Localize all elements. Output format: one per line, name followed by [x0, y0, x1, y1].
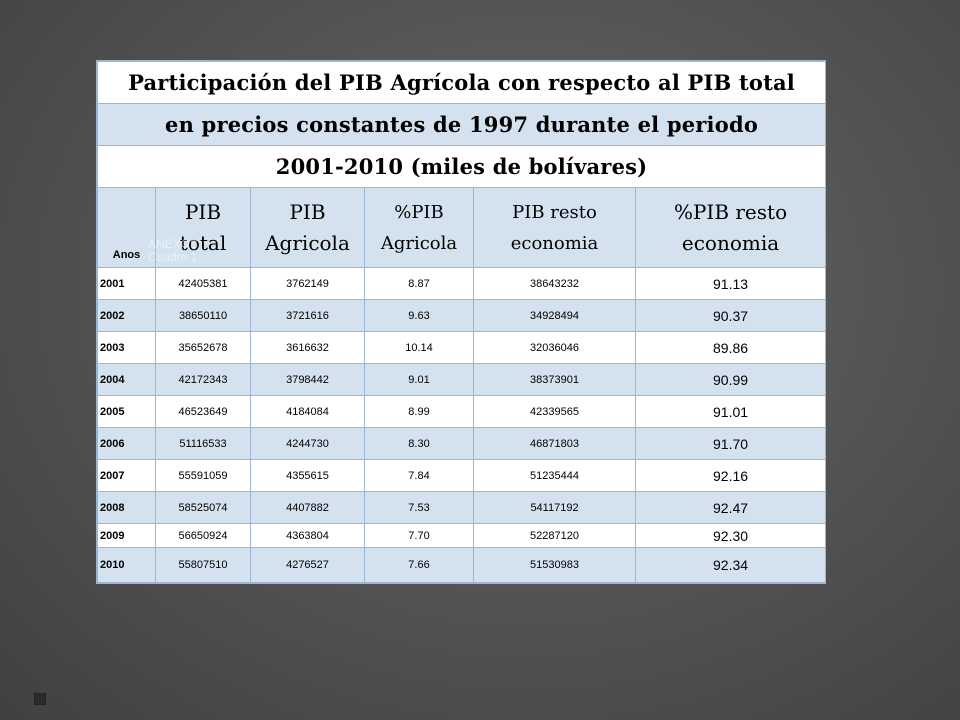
cell-pib-agricola: 4184084	[250, 395, 365, 428]
cell-pib-agricola: 3762149	[250, 267, 365, 300]
header-pib-resto: PIB resto economia	[473, 187, 636, 268]
table-row: 2002 38650110 3721616 9.63 34928494 90.3…	[97, 299, 827, 332]
cell-year: 2003	[97, 331, 156, 364]
cell-pib-total: 46523649	[155, 395, 251, 428]
cell-year: 2002	[97, 299, 156, 332]
cell-pib-total: 51116533	[155, 427, 251, 460]
cell-pib-resto: 51235444	[473, 459, 636, 492]
title-row-1: Participación del PIB Agrícola con respe…	[96, 61, 827, 104]
header-pib-agricola-line-1: PIB	[289, 199, 326, 224]
cell-year: 2005	[97, 395, 156, 428]
header-pct-agricola: %PIB Agricola	[364, 187, 474, 268]
table-row: 2009 56650924 4363804 7.70 52287120 92.3…	[97, 523, 827, 548]
cell-pib-resto: 38643232	[473, 267, 636, 300]
cell-pib-resto: 54117192	[473, 491, 636, 524]
table-row: 2005 46523649 4184084 8.99 42339565 91.0…	[97, 395, 827, 428]
table-title-line-2: en precios constantes de 1997 durante el…	[96, 103, 827, 146]
cell-pct-agricola: 7.70	[364, 523, 474, 548]
cell-year: 2007	[97, 459, 156, 492]
cell-pct-agricola: 8.87	[364, 267, 474, 300]
cell-year: 2009	[97, 523, 156, 548]
cell-pib-total: 55591059	[155, 459, 251, 492]
header-pct-agricola-line-2: Agricola	[380, 232, 458, 254]
header-pib-agricola: PIB Agricola	[250, 187, 365, 268]
header-pct-resto: %PIB resto economia	[634, 187, 827, 268]
cell-pib-resto: 32036046	[473, 331, 636, 364]
cell-pct-agricola: 9.01	[364, 363, 474, 396]
cell-pct-agricola: 7.66	[364, 547, 474, 583]
cell-pct-resto: 90.37	[634, 299, 827, 332]
header-pib-agricola-line-2: Agricola	[265, 230, 350, 255]
cell-pib-resto: 52287120	[473, 523, 636, 548]
cell-pib-total: 42405381	[155, 267, 251, 300]
cell-pib-agricola: 4244730	[250, 427, 365, 460]
cell-pib-resto: 34928494	[473, 299, 636, 332]
cell-pib-total: 56650924	[155, 523, 251, 548]
cell-pib-resto: 42339565	[473, 395, 636, 428]
header-pib-resto-line-1: PIB resto	[512, 201, 597, 223]
cell-pct-agricola: 8.30	[364, 427, 474, 460]
cell-year: 2010	[97, 547, 156, 583]
cell-pct-resto: 92.47	[634, 491, 827, 524]
title-row-2: en precios constantes de 1997 durante el…	[96, 103, 827, 146]
cell-pct-resto: 91.01	[634, 395, 827, 428]
table-row: 2007 55591059 4355615 7.84 51235444 92.1…	[97, 459, 827, 492]
gdp-table: Participación del PIB Agrícola con respe…	[96, 61, 827, 583]
column-header-row: Anos PIB total PIB Agricola %PIB Agricol…	[97, 187, 827, 268]
bullet-square-icon	[34, 693, 46, 705]
header-pct-agricola-line-1: %PIB	[394, 201, 444, 223]
cell-pib-agricola: 4407882	[250, 491, 365, 524]
cell-pib-agricola: 4363804	[250, 523, 365, 548]
cell-pib-resto: 51530983	[473, 547, 636, 583]
cell-pct-resto: 89.86	[634, 331, 827, 364]
header-year: Anos	[97, 187, 156, 268]
cell-pct-resto: 92.34	[634, 547, 827, 583]
cell-pib-agricola: 3798442	[250, 363, 365, 396]
table-title-line-3: 2001-2010 (miles de bolívares)	[96, 145, 827, 188]
cell-pib-total: 35652678	[155, 331, 251, 364]
table-row: 2001 42405381 3762149 8.87 38643232 91.1…	[97, 267, 827, 300]
header-pib-total-line-2: total	[179, 230, 227, 255]
title-row-3: 2001-2010 (miles de bolívares)	[96, 145, 827, 188]
cell-pib-agricola: 3721616	[250, 299, 365, 332]
cell-pct-agricola: 7.84	[364, 459, 474, 492]
cell-pib-agricola: 3616632	[250, 331, 365, 364]
table-row: 2010 55807510 4276527 7.66 51530983 92.3…	[97, 547, 827, 583]
header-pib-total-line-1: PIB	[184, 199, 222, 224]
header-pct-resto-line-1: %PIB resto	[673, 199, 788, 224]
cell-pct-agricola: 10.14	[364, 331, 474, 364]
cell-pib-agricola: 4355615	[250, 459, 365, 492]
cell-pct-agricola: 9.63	[364, 299, 474, 332]
table-row: 2003 35652678 3616632 10.14 32036046 89.…	[97, 331, 827, 364]
cell-year: 2008	[97, 491, 156, 524]
header-pib-total: PIB total	[155, 187, 251, 268]
table-title-line-1: Participación del PIB Agrícola con respe…	[96, 61, 827, 104]
cell-pib-agricola: 4276527	[250, 547, 365, 583]
header-pct-resto-line-2: economia	[681, 230, 780, 255]
cell-pib-total: 42172343	[155, 363, 251, 396]
cell-year: 2001	[97, 267, 156, 300]
cell-pib-resto: 38373901	[473, 363, 636, 396]
cell-year: 2004	[97, 363, 156, 396]
table-row: 2004 42172343 3798442 9.01 38373901 90.9…	[97, 363, 827, 396]
cell-year: 2006	[97, 427, 156, 460]
cell-pct-agricola: 7.53	[364, 491, 474, 524]
cell-pct-resto: 92.30	[634, 523, 827, 548]
cell-pct-resto: 92.16	[634, 459, 827, 492]
gdp-table-container: Participación del PIB Agrícola con respe…	[96, 60, 827, 584]
cell-pib-total: 38650110	[155, 299, 251, 332]
cell-pib-total: 55807510	[155, 547, 251, 583]
cell-pib-total: 58525074	[155, 491, 251, 524]
table-row: 2006 51116533 4244730 8.30 46871803 91.7…	[97, 427, 827, 460]
table-row: 2008 58525074 4407882 7.53 54117192 92.4…	[97, 491, 827, 524]
cell-pct-agricola: 8.99	[364, 395, 474, 428]
header-year-label: Anos	[112, 249, 141, 261]
cell-pct-resto: 90.99	[634, 363, 827, 396]
header-pib-resto-line-2: economia	[510, 232, 599, 254]
cell-pib-resto: 46871803	[473, 427, 636, 460]
cell-pct-resto: 91.70	[634, 427, 827, 460]
cell-pct-resto: 91.13	[634, 267, 827, 300]
